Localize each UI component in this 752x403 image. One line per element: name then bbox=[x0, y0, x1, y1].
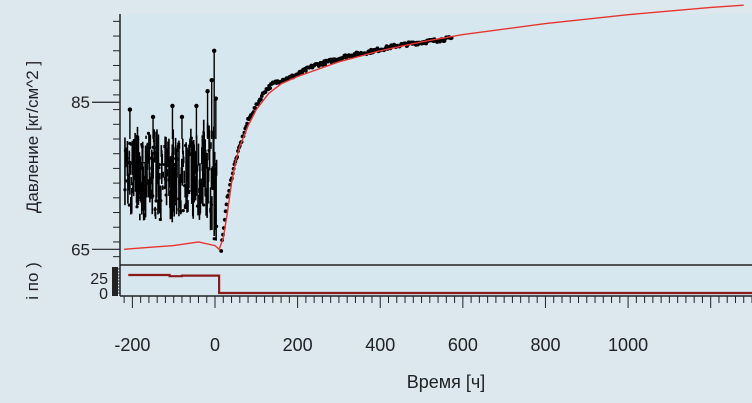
upper-y-tick-label: 85 bbox=[71, 93, 90, 112]
observed-noise-band bbox=[123, 48, 219, 241]
observed-point bbox=[135, 205, 139, 209]
observed-outlier-point bbox=[179, 114, 185, 120]
observed-point bbox=[181, 209, 185, 213]
observed-point bbox=[212, 237, 216, 241]
x-tick-label: 400 bbox=[365, 335, 395, 355]
lower-y-axis-label-partial: i по ) bbox=[23, 262, 42, 300]
lower-plot-background bbox=[120, 266, 752, 296]
observed-outlier-point bbox=[213, 96, 219, 101]
upper-y-axis-label: Давление [кг/см^2 ] bbox=[23, 61, 42, 213]
x-tick-label: 600 bbox=[448, 335, 478, 355]
observed-point bbox=[189, 136, 193, 140]
observed-point bbox=[259, 97, 263, 102]
observed-outlier-point bbox=[205, 89, 210, 94]
x-tick-label: 1000 bbox=[608, 335, 648, 355]
lower-plot-area bbox=[120, 266, 752, 296]
x-tick-label: 0 bbox=[210, 335, 220, 355]
observed-point bbox=[224, 202, 229, 207]
lower-y-axis-band bbox=[112, 267, 118, 296]
observed-outlier-point bbox=[211, 48, 217, 53]
x-tick-label: 800 bbox=[530, 335, 560, 355]
observed-outlier-point bbox=[127, 107, 133, 112]
observed-point bbox=[202, 203, 206, 207]
observed-outlier-point bbox=[194, 103, 199, 109]
observed-point bbox=[323, 62, 328, 67]
lower-y-tick-label: 25 bbox=[90, 271, 108, 288]
x-tick-label: -200 bbox=[114, 335, 150, 355]
observed-point bbox=[219, 249, 224, 253]
observed-point bbox=[173, 202, 177, 206]
observed-point bbox=[151, 194, 155, 198]
observed-point bbox=[263, 90, 268, 94]
observed-point bbox=[153, 207, 157, 212]
observed-point bbox=[223, 209, 228, 214]
observed-outlier-point bbox=[170, 103, 175, 109]
observed-point bbox=[303, 68, 308, 73]
observed-point bbox=[199, 200, 203, 204]
observed-point bbox=[268, 86, 272, 90]
observed-point bbox=[214, 224, 219, 228]
observed-outlier-point bbox=[150, 114, 156, 120]
observed-point bbox=[152, 146, 156, 150]
model-curve bbox=[124, 4, 744, 251]
upper-plot-area bbox=[120, 4, 752, 264]
x-tick-label: 200 bbox=[283, 335, 313, 355]
x-axis-label: Время [ч] bbox=[407, 372, 486, 392]
observed-point bbox=[369, 47, 373, 52]
observed-point bbox=[154, 199, 158, 203]
observed-point bbox=[159, 199, 163, 203]
observed-point bbox=[157, 163, 162, 167]
observed-point bbox=[157, 166, 161, 170]
observed-point bbox=[123, 188, 127, 192]
lower-y-tick-label: 0 bbox=[99, 286, 108, 303]
upper-y-tick-label: 65 bbox=[71, 240, 90, 259]
observed-outlier-point bbox=[209, 77, 214, 83]
rate-step-line bbox=[128, 273, 752, 295]
observed-point bbox=[179, 209, 183, 213]
